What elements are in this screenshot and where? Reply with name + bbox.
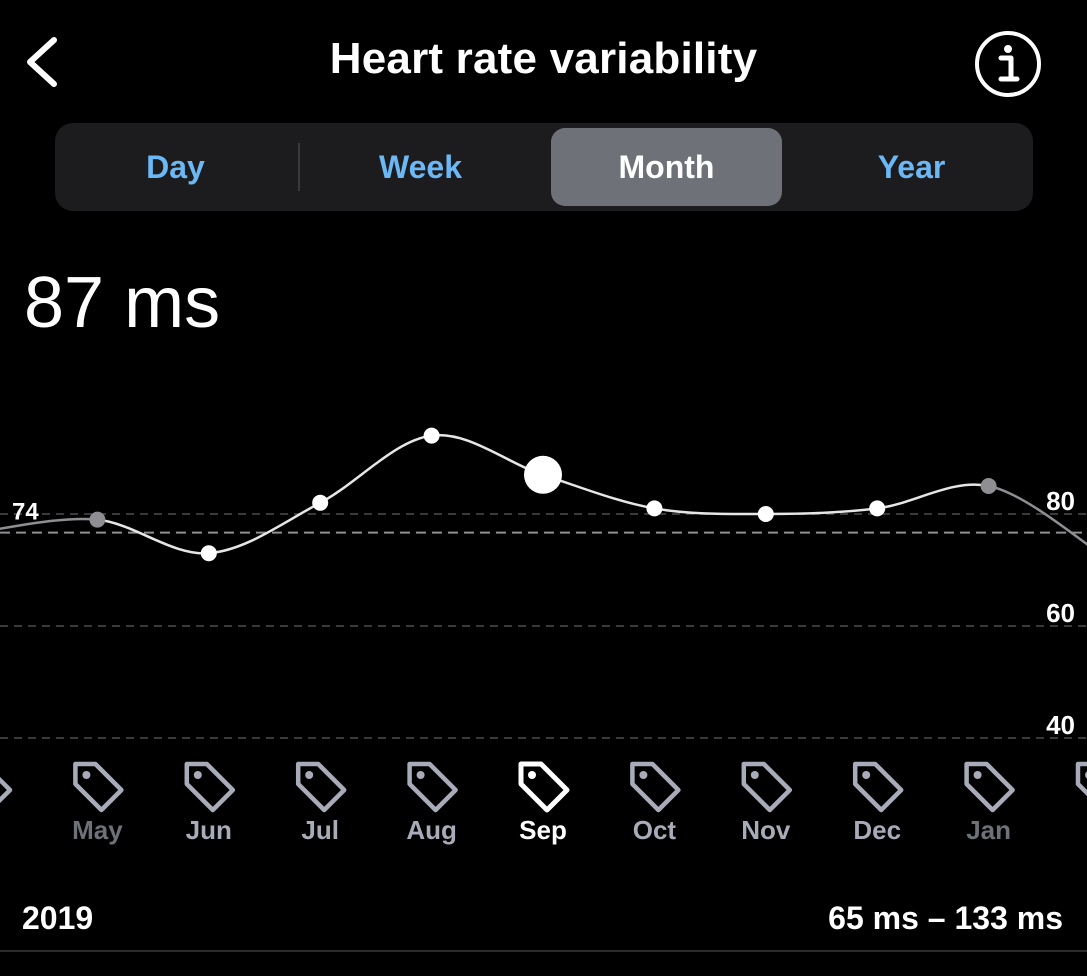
tab-day[interactable]: Day bbox=[146, 148, 205, 185]
tab-year[interactable]: Year bbox=[877, 148, 946, 185]
bottom-divider bbox=[0, 950, 1087, 952]
data-point[interactable] bbox=[200, 545, 217, 562]
series-line-muted-end bbox=[988, 484, 1087, 546]
tag-icon[interactable] bbox=[73, 761, 124, 813]
tag-icon[interactable] bbox=[852, 761, 904, 813]
x-tick-label[interactable]: May bbox=[72, 815, 123, 845]
segment-divider bbox=[298, 143, 300, 191]
data-point[interactable] bbox=[423, 427, 440, 444]
x-tick-label[interactable]: Dec bbox=[853, 815, 901, 845]
x-tick-label[interactable]: Jul bbox=[301, 815, 339, 845]
x-tick-label[interactable]: Jun bbox=[186, 815, 232, 845]
x-tick-label[interactable]: Sep bbox=[519, 815, 567, 845]
footer-range: 65 ms – 133 ms bbox=[828, 900, 1063, 936]
data-point[interactable] bbox=[89, 511, 106, 528]
x-tick-label[interactable]: Aug bbox=[406, 815, 457, 845]
tag-icon[interactable] bbox=[407, 761, 458, 813]
series-line bbox=[97, 433, 989, 555]
info-icon bbox=[975, 31, 1041, 97]
tag-icon[interactable] bbox=[964, 761, 1015, 813]
page-title: Heart rate variability bbox=[329, 34, 758, 83]
tag-icon[interactable] bbox=[184, 761, 236, 813]
tag-icon[interactable] bbox=[630, 761, 681, 813]
tag-icon[interactable] bbox=[295, 761, 347, 813]
summary-value: 87 ms bbox=[24, 263, 221, 343]
tag-icon[interactable] bbox=[1075, 761, 1087, 810]
average-label: 74 bbox=[12, 499, 39, 526]
x-tick-label[interactable]: Jan bbox=[966, 815, 1011, 845]
info-button[interactable] bbox=[972, 28, 1044, 100]
tab-week[interactable]: Week bbox=[378, 148, 462, 185]
data-point[interactable] bbox=[312, 494, 329, 511]
y-tick-label: 40 bbox=[1046, 710, 1075, 740]
header: Heart rate variability bbox=[0, 0, 1087, 120]
tag-icon[interactable] bbox=[741, 761, 793, 813]
series-line-muted-start bbox=[0, 517, 98, 531]
data-point[interactable] bbox=[757, 506, 774, 522]
chevron-left-icon bbox=[27, 37, 57, 87]
tag-icon[interactable] bbox=[0, 764, 13, 810]
back-button[interactable] bbox=[18, 30, 70, 94]
x-tick-label[interactable]: Nov bbox=[741, 815, 791, 845]
time-range-segmented-control: Day Week Month Year bbox=[55, 123, 1033, 211]
data-point[interactable] bbox=[869, 500, 886, 517]
y-tick-label: 60 bbox=[1046, 598, 1075, 628]
x-tick-label[interactable]: Oct bbox=[633, 815, 677, 845]
tab-month[interactable]: Month bbox=[551, 128, 782, 206]
tag-icon[interactable] bbox=[518, 761, 570, 813]
hrv-line-chart[interactable]: 40608074rMayJunJulAugSepOctNovDecJanF bbox=[0, 380, 1087, 880]
y-tick-label: 80 bbox=[1046, 486, 1075, 516]
data-point[interactable] bbox=[980, 478, 997, 494]
selected-data-point[interactable] bbox=[524, 455, 562, 494]
data-point[interactable] bbox=[646, 500, 663, 517]
footer-year: 2019 bbox=[22, 900, 94, 936]
